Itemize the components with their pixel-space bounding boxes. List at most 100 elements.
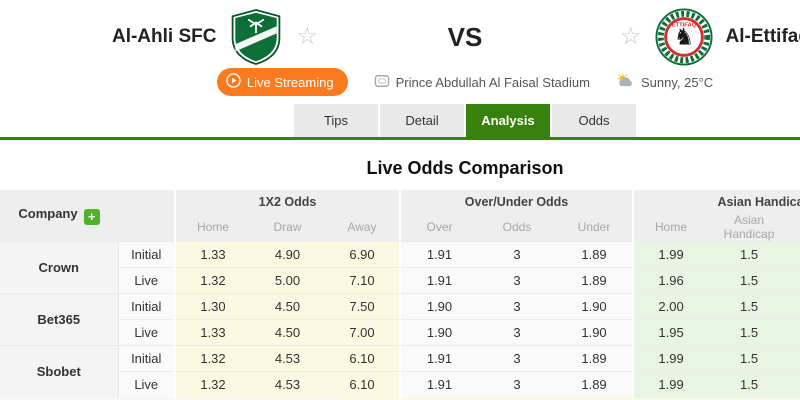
row-type: Initial bbox=[117, 241, 175, 268]
odds-value: 7.00 bbox=[325, 319, 400, 346]
odds-value: 1.30 bbox=[174, 293, 250, 320]
row-type-header-cell bbox=[118, 190, 175, 242]
svg-text:♞: ♞ bbox=[673, 24, 694, 51]
odds-value: 1.33 bbox=[174, 241, 250, 268]
away-team-crest-icon: ♞ ETTIFAQ bbox=[655, 8, 713, 66]
odds-value: 1.5 bbox=[708, 267, 791, 294]
odds-value: 1.91 bbox=[399, 371, 478, 398]
company-header-label: Company bbox=[18, 206, 78, 222]
odds-value: 3 bbox=[478, 345, 556, 372]
odds-value: 1.99 bbox=[632, 241, 709, 268]
odds-value: 1.5 bbox=[708, 293, 791, 320]
match-header: Al-Ahli SFC ☆ VS ☆ bbox=[0, 0, 800, 68]
next-table-partial-row bbox=[0, 397, 800, 400]
odds-value: 1.33 bbox=[174, 319, 250, 346]
odds-table: Company + 1X2 Odds Over/Under Odds Asian … bbox=[0, 190, 800, 398]
filler-cell bbox=[790, 319, 800, 346]
sun-cloud-icon bbox=[616, 72, 635, 92]
odds-value: 6.10 bbox=[325, 345, 400, 372]
odds-value: 1.90 bbox=[399, 293, 478, 320]
odds-value: 1.89 bbox=[556, 371, 634, 398]
odds-value: 4.90 bbox=[250, 241, 325, 268]
odds-value: 1.95 bbox=[632, 319, 709, 346]
away-favorite-star-icon[interactable]: ☆ bbox=[620, 23, 642, 50]
odds-value: 1.5 bbox=[708, 319, 791, 346]
stadium-icon bbox=[374, 74, 390, 91]
company-name: Bet365 bbox=[0, 293, 118, 346]
table-row: Live 1.32 5.00 7.10 1.91 3 1.89 1.96 1.5 bbox=[0, 267, 800, 294]
odds-value: 1.32 bbox=[174, 371, 250, 398]
venue-label: Prince Abdullah Al Faisal Stadium bbox=[395, 74, 590, 90]
odds-value: 6.90 bbox=[325, 241, 400, 268]
odds-value: 3 bbox=[478, 241, 556, 268]
odds-value: 4.53 bbox=[250, 371, 325, 398]
odds-value: 1.96 bbox=[632, 267, 709, 294]
col-header-under: Under bbox=[556, 213, 634, 242]
section-title: Live Odds Comparison bbox=[366, 158, 564, 178]
col-header-away: Away bbox=[325, 213, 400, 242]
plus-icon[interactable]: + bbox=[83, 208, 100, 225]
tab-bar: Tips Detail Analysis Odds bbox=[0, 104, 800, 137]
odds-value: 1.89 bbox=[556, 345, 634, 372]
odds-value: 4.53 bbox=[250, 345, 325, 372]
company-header-cell: Company + bbox=[0, 190, 118, 242]
filler-cell bbox=[790, 241, 800, 268]
odds-value: 5.00 bbox=[250, 267, 325, 294]
odds-value: 1.5 bbox=[708, 371, 791, 398]
tab-odds[interactable]: Odds bbox=[552, 104, 636, 137]
table-row: Live 1.33 4.50 7.00 1.90 3 1.90 1.95 1.5 bbox=[0, 319, 800, 346]
col-header-ah-home: Home bbox=[632, 213, 709, 242]
group-header-over-under: Over/Under Odds bbox=[398, 190, 634, 213]
home-team-crest-icon bbox=[229, 8, 283, 66]
row-type: Live bbox=[117, 371, 175, 398]
live-streaming-button[interactable]: Live Streaming bbox=[216, 68, 348, 96]
odds-value: 1.5 bbox=[708, 345, 791, 372]
live-streaming-label: Live Streaming bbox=[246, 74, 334, 90]
odds-value: 1.90 bbox=[399, 319, 478, 346]
odds-value: 3 bbox=[478, 371, 556, 398]
weather-item: Sunny, 25°C bbox=[616, 72, 714, 92]
group-header-1x2: 1X2 Odds bbox=[174, 190, 400, 213]
odds-value: 3 bbox=[478, 293, 556, 320]
table-row: Crown Initial 1.33 4.90 6.90 1.91 3 1.89… bbox=[0, 241, 800, 294]
filler-cell bbox=[790, 345, 800, 372]
odds-value: 1.89 bbox=[556, 241, 634, 268]
odds-value: 1.90 bbox=[556, 293, 634, 320]
odds-value: 1.91 bbox=[399, 241, 478, 268]
tab-detail[interactable]: Detail bbox=[380, 104, 464, 137]
odds-value: 7.50 bbox=[325, 293, 400, 320]
odds-value: 3 bbox=[478, 319, 556, 346]
row-type: Initial bbox=[117, 345, 175, 372]
filler-cell bbox=[790, 371, 800, 398]
col-header-home: Home bbox=[174, 213, 250, 242]
tab-tips[interactable]: Tips bbox=[294, 104, 378, 137]
away-team-name: Al-Ettifaq bbox=[725, 26, 800, 47]
home-favorite-star-icon[interactable]: ☆ bbox=[296, 23, 318, 50]
tab-analysis[interactable]: Analysis bbox=[466, 104, 550, 137]
home-team-block: Al-Ahli SFC ☆ bbox=[0, 8, 430, 66]
odds-value: 1.90 bbox=[556, 319, 634, 346]
away-team-block: ☆ ♞ ETTIFAQ Al-Ettifaq bbox=[500, 8, 800, 66]
odds-value: 1.32 bbox=[174, 267, 250, 294]
col-header-draw: Draw bbox=[250, 213, 325, 242]
row-type: Live bbox=[117, 319, 175, 346]
match-meta-row: Live Streaming Prince Abdullah Al Faisal… bbox=[0, 68, 800, 96]
odds-value: 1.91 bbox=[399, 267, 478, 294]
tab-underline bbox=[0, 137, 800, 140]
odds-value: 1.89 bbox=[556, 267, 634, 294]
odds-value: 2.00 bbox=[632, 293, 709, 320]
weather-label: Sunny, 25°C bbox=[640, 74, 714, 90]
col-header-filler bbox=[790, 213, 800, 242]
odds-value: 1.91 bbox=[399, 345, 478, 372]
col-header-over: Over bbox=[399, 213, 478, 242]
play-icon bbox=[226, 73, 241, 91]
odds-value: 1.99 bbox=[632, 345, 709, 372]
odds-value: 1.32 bbox=[174, 345, 250, 372]
odds-value: 6.10 bbox=[325, 371, 400, 398]
vs-label: VS bbox=[447, 21, 483, 52]
odds-value: 4.50 bbox=[250, 319, 325, 346]
table-row: Live 1.32 4.53 6.10 1.91 3 1.89 1.99 1.5 bbox=[0, 371, 800, 398]
company-name: Crown bbox=[0, 241, 118, 294]
company-name: Sbobet bbox=[0, 345, 118, 398]
